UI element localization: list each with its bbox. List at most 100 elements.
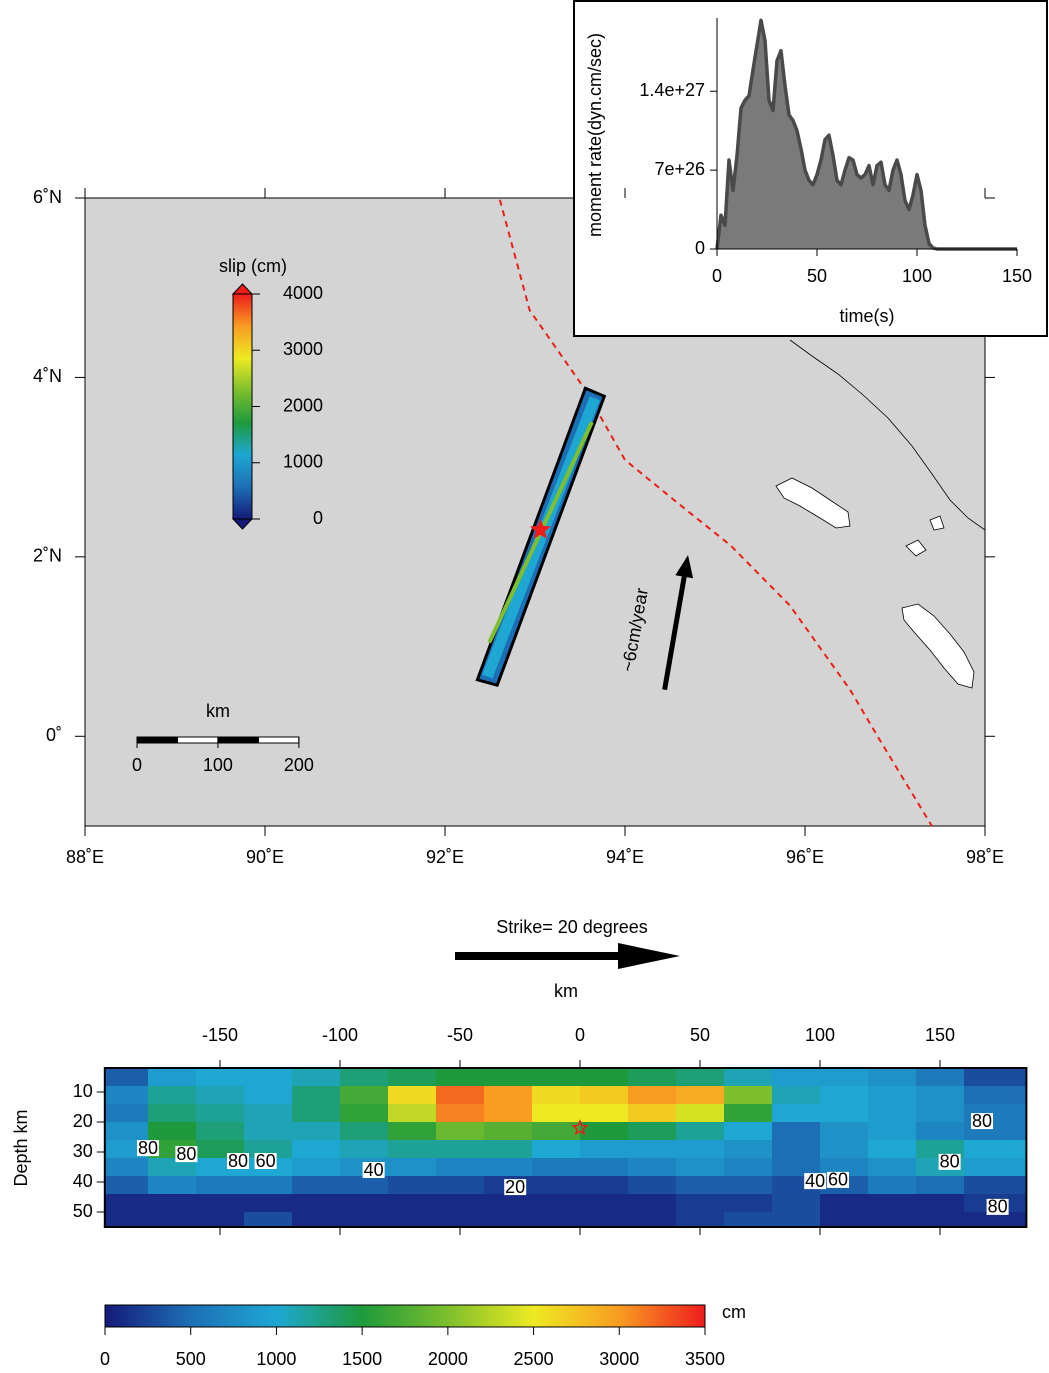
slip-cell [104, 1176, 149, 1195]
slip-cell [196, 1104, 245, 1123]
slip-cell [436, 1140, 485, 1159]
slip-cell [724, 1194, 773, 1213]
x-tick-label: 150 [925, 1025, 955, 1045]
slip-cell [340, 1068, 389, 1087]
colorbar-title: cm [722, 1302, 746, 1322]
slip-cell [340, 1212, 389, 1228]
slip-cell [724, 1176, 773, 1195]
slip-cell [964, 1212, 1027, 1228]
slip-cell [628, 1194, 677, 1213]
colorbar [232, 293, 253, 520]
slip-cell [196, 1176, 245, 1195]
slip-cell [628, 1086, 677, 1105]
colorbar [104, 1304, 706, 1328]
slip-cell [388, 1176, 437, 1195]
contour-label: 80 [988, 1197, 1008, 1217]
slip-cell [916, 1086, 965, 1105]
slip-cell [820, 1194, 869, 1213]
plate-motion-arrow [662, 576, 687, 691]
slip-cell [244, 1086, 293, 1105]
slip-cell [580, 1122, 629, 1141]
slip-cell [676, 1158, 725, 1177]
island [901, 603, 975, 689]
slip-cell [244, 1194, 293, 1213]
x-tick-label: 0 [712, 266, 722, 286]
slip-cell [772, 1104, 821, 1123]
slip-cell [484, 1194, 533, 1213]
slip-cell [532, 1140, 581, 1159]
slip-cell [916, 1212, 965, 1228]
slip-cell [868, 1086, 917, 1105]
slip-cell [244, 1068, 293, 1087]
slip-cell [868, 1176, 917, 1195]
island [905, 539, 927, 557]
slip-cell [292, 1158, 341, 1177]
x-tick-label: 92˚E [426, 847, 464, 867]
colorbar-label: 0 [100, 1349, 110, 1369]
slip-cell [244, 1176, 293, 1195]
slip-cell [292, 1122, 341, 1141]
slip-cell [292, 1212, 341, 1228]
slip-cell [388, 1122, 437, 1141]
slip-cell [916, 1176, 965, 1195]
x-tick-label: -150 [202, 1025, 238, 1045]
slip-cell [436, 1212, 485, 1228]
contour-label-box [362, 1162, 385, 1178]
slip-cell [628, 1158, 677, 1177]
slip-cell [916, 1140, 965, 1159]
moment-rate-line [715, 18, 1017, 251]
slip-cell [676, 1122, 725, 1141]
slip-cell [196, 1122, 245, 1141]
slip-cell [148, 1176, 197, 1195]
contour-label-box [804, 1173, 827, 1190]
x-tick-label: 150 [1002, 266, 1032, 286]
contour-label: 80 [972, 1111, 992, 1131]
slip-cell [532, 1158, 581, 1177]
slip-cell [148, 1104, 197, 1123]
slip-cell [292, 1104, 341, 1123]
strike-arrow-head [618, 943, 680, 969]
contour-label: 20 [505, 1177, 525, 1197]
slip-cell [104, 1086, 149, 1105]
slip-cell [580, 1194, 629, 1213]
y-tick-label: 1.4e+27 [639, 80, 705, 100]
slip-cell [820, 1086, 869, 1105]
slip-cell [148, 1122, 197, 1141]
slip-cell [580, 1068, 629, 1087]
slip-cell [196, 1212, 245, 1228]
slip-cell [868, 1068, 917, 1087]
contour-label-box [175, 1146, 198, 1163]
contour-label-box [938, 1153, 961, 1170]
slip-cell [196, 1194, 245, 1213]
scale-bar-segment [217, 736, 259, 744]
colorbar-label: 0 [313, 508, 323, 528]
slip-cell [532, 1104, 581, 1123]
slip-cell [292, 1140, 341, 1159]
slip-cell [628, 1176, 677, 1195]
contour-label: 80 [138, 1138, 158, 1158]
contour-label: 80 [940, 1152, 960, 1172]
slip-cell [628, 1068, 677, 1087]
x-tick-label: -50 [447, 1025, 473, 1045]
slip-cell [772, 1194, 821, 1213]
contour-label: 60 [828, 1170, 848, 1190]
x-tick-label: 96˚E [786, 847, 824, 867]
slip-cell [772, 1068, 821, 1087]
y-tick-label: 6˚N [33, 187, 62, 207]
slip-cell [148, 1212, 197, 1228]
slip-cell [104, 1212, 149, 1228]
slip-cell [104, 1104, 149, 1123]
slip-cell [820, 1104, 869, 1123]
slip-cell [388, 1104, 437, 1123]
slip-cell [244, 1104, 293, 1123]
slip-cell [340, 1176, 389, 1195]
colorbar-label: 2500 [514, 1349, 554, 1369]
colorbar-label: 1000 [283, 452, 323, 472]
slip-cell [532, 1176, 581, 1195]
slip-cell [868, 1140, 917, 1159]
slip-cell [628, 1212, 677, 1228]
slip-cell [676, 1176, 725, 1195]
slip-cell [724, 1122, 773, 1141]
slip-cell [580, 1158, 629, 1177]
